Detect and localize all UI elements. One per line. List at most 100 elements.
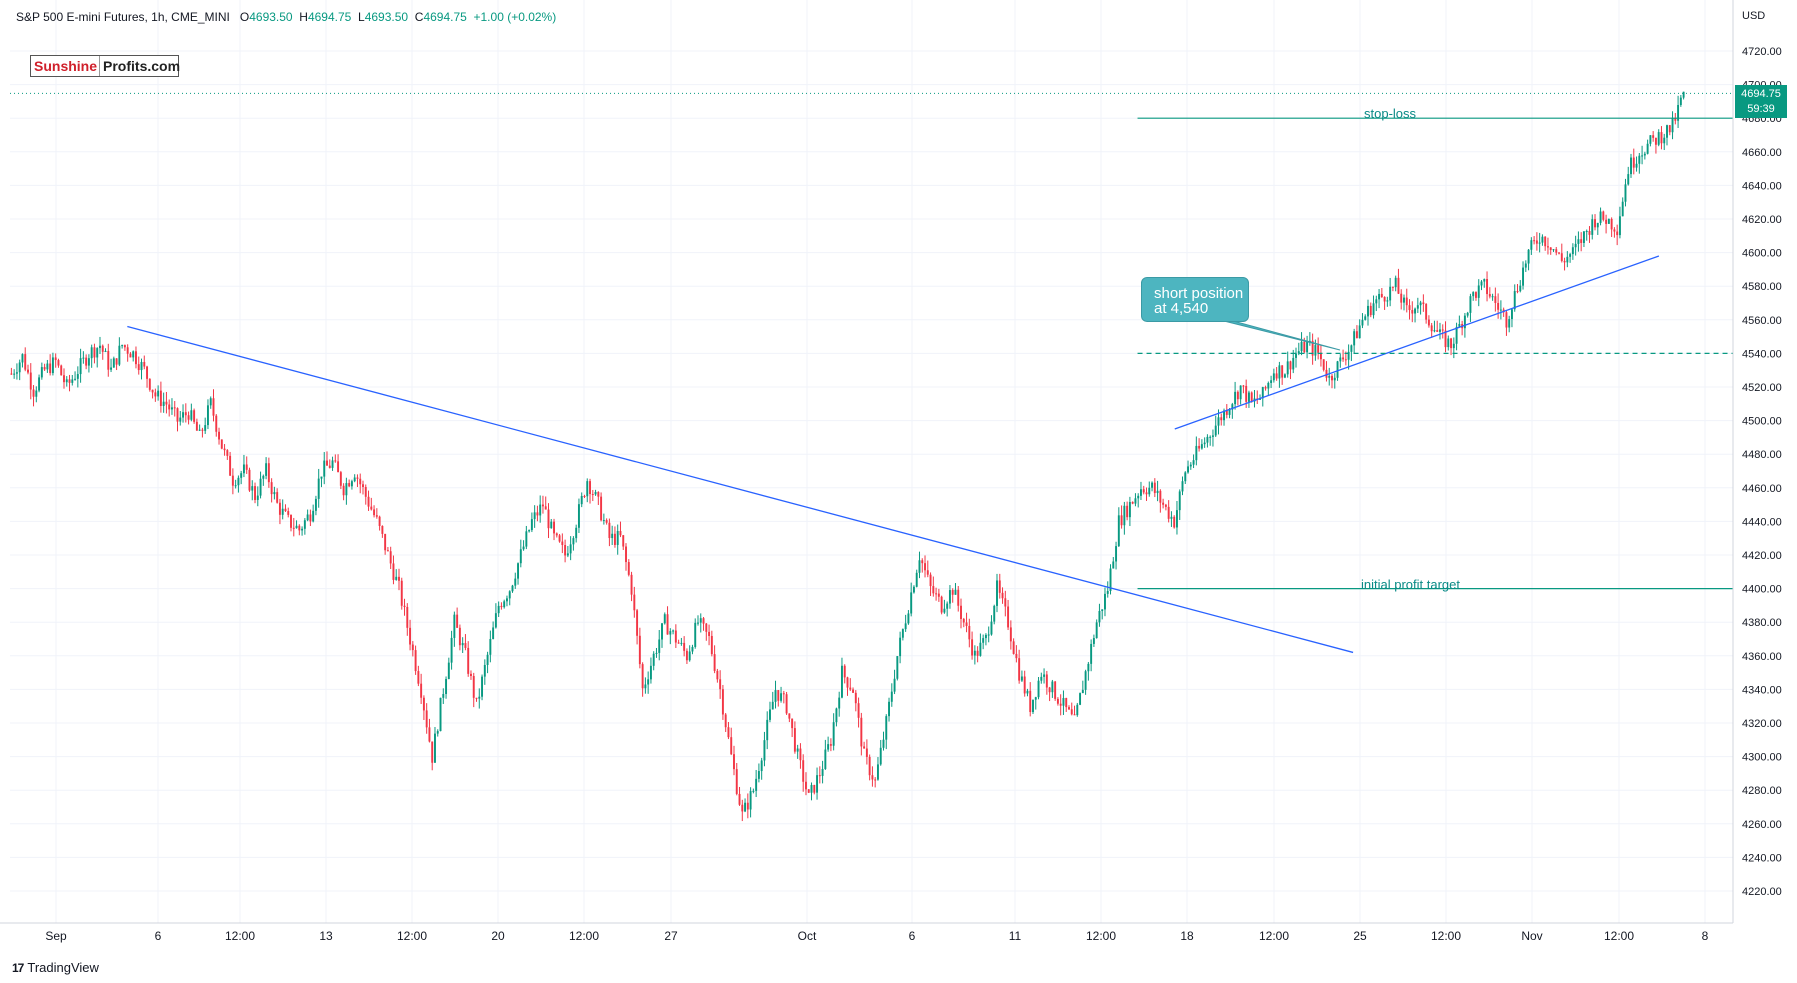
candle-body xyxy=(1020,676,1023,681)
candle-body xyxy=(685,650,688,661)
candle-body xyxy=(176,408,179,422)
candle-body xyxy=(555,533,558,536)
candle-body xyxy=(503,601,506,608)
candle-body xyxy=(436,731,439,734)
candle-body xyxy=(1029,690,1032,713)
candle-body xyxy=(1109,568,1112,591)
candle-body xyxy=(633,594,636,611)
candle-body xyxy=(51,357,54,374)
candle-body xyxy=(99,345,101,349)
candle-body xyxy=(893,678,896,692)
short-position-callout[interactable]: short position at 4,540 xyxy=(1141,277,1249,322)
candle-body xyxy=(899,637,902,657)
candle-body xyxy=(508,591,511,599)
candle-body xyxy=(1198,445,1201,449)
candle-body xyxy=(746,802,749,810)
candle-body xyxy=(1391,286,1394,288)
candle-body xyxy=(40,367,43,378)
candle-body xyxy=(971,639,974,656)
candle-body xyxy=(799,748,802,761)
candle-body xyxy=(1546,246,1549,248)
candle-body xyxy=(663,614,666,624)
candle-body xyxy=(1045,674,1048,688)
candle-body xyxy=(940,596,943,613)
candle-body xyxy=(57,360,60,366)
candle-body xyxy=(43,367,46,370)
axes: 4220.00 4240.00 4260.00 4280.00 4300.00 4320.… xyxy=(0,0,1782,943)
x-tick-label: 12:00 xyxy=(1431,929,1461,943)
candle-body xyxy=(450,637,453,663)
candle-body xyxy=(782,693,785,695)
candle-body xyxy=(1530,240,1533,250)
candle-body xyxy=(1236,391,1239,400)
candle-body xyxy=(644,684,647,689)
candle-body xyxy=(1104,593,1106,610)
high-label: H xyxy=(299,10,308,24)
candle-body xyxy=(359,478,362,485)
candle-body xyxy=(780,693,783,701)
candle-body xyxy=(74,378,77,380)
candle-body xyxy=(456,614,459,628)
candle-body xyxy=(752,790,755,792)
candle-body xyxy=(129,353,132,358)
symbol-header: S&P 500 E-mini Futures, 1h, CME_MINI O46… xyxy=(16,10,556,24)
candle-body xyxy=(1162,502,1165,505)
y-tick-label: 4580.00 xyxy=(1742,281,1782,293)
candle-body xyxy=(998,580,1001,593)
candle-body xyxy=(1250,392,1253,402)
candle-body xyxy=(301,528,304,531)
x-tick-label: Sep xyxy=(45,929,67,943)
candle-body xyxy=(522,546,525,550)
candle-body xyxy=(439,697,442,732)
candle-body xyxy=(1023,676,1026,694)
candle-body xyxy=(362,484,364,488)
candle-body xyxy=(649,665,652,680)
candle-body xyxy=(1314,345,1317,356)
candle-body xyxy=(1378,293,1381,300)
candle-body xyxy=(281,508,284,515)
candle-body xyxy=(1068,707,1070,710)
candle-body xyxy=(918,560,921,573)
candle-body xyxy=(453,614,456,638)
candle-body xyxy=(461,643,464,646)
x-tick-label: Oct xyxy=(798,929,817,943)
candle-body xyxy=(1602,211,1605,220)
candle-body xyxy=(204,425,207,431)
candle-body xyxy=(1397,277,1400,294)
currency-label[interactable]: USD xyxy=(1742,10,1766,22)
candle-body xyxy=(1347,351,1350,360)
candle-body xyxy=(755,778,758,791)
y-tick-label: 4220.00 xyxy=(1742,886,1782,898)
candle-body xyxy=(1228,409,1231,415)
candle-body xyxy=(577,504,580,528)
candle-body xyxy=(1638,155,1641,164)
candle-body xyxy=(796,748,799,752)
candle-body xyxy=(1643,153,1646,156)
candle-body xyxy=(326,460,328,466)
candle-body xyxy=(398,576,400,581)
y-tick-label: 4240.00 xyxy=(1742,852,1782,864)
candle-body xyxy=(392,563,395,580)
last-price: 4694.75 xyxy=(1741,88,1781,100)
candle-body xyxy=(539,504,542,516)
candle-body xyxy=(868,756,871,776)
tradingview-brand[interactable]: 17 TradingView xyxy=(12,960,99,975)
candle-body xyxy=(652,653,655,666)
candle-body xyxy=(530,519,533,531)
candle-body xyxy=(101,345,104,352)
candle-body xyxy=(528,530,531,532)
candle-body xyxy=(744,802,747,812)
last-price-tag: 4694.75 59:39 xyxy=(1735,85,1787,118)
candle-body xyxy=(638,635,641,665)
candle-body xyxy=(1497,302,1500,310)
candle-body xyxy=(434,733,436,763)
candle-body xyxy=(187,415,190,420)
candle-body xyxy=(1214,425,1217,436)
candle-body xyxy=(1295,353,1297,358)
candle-body xyxy=(193,410,196,422)
candle-body xyxy=(896,656,899,679)
candle-body xyxy=(60,365,63,376)
candle-body xyxy=(1018,658,1021,681)
candle-body xyxy=(519,549,522,564)
